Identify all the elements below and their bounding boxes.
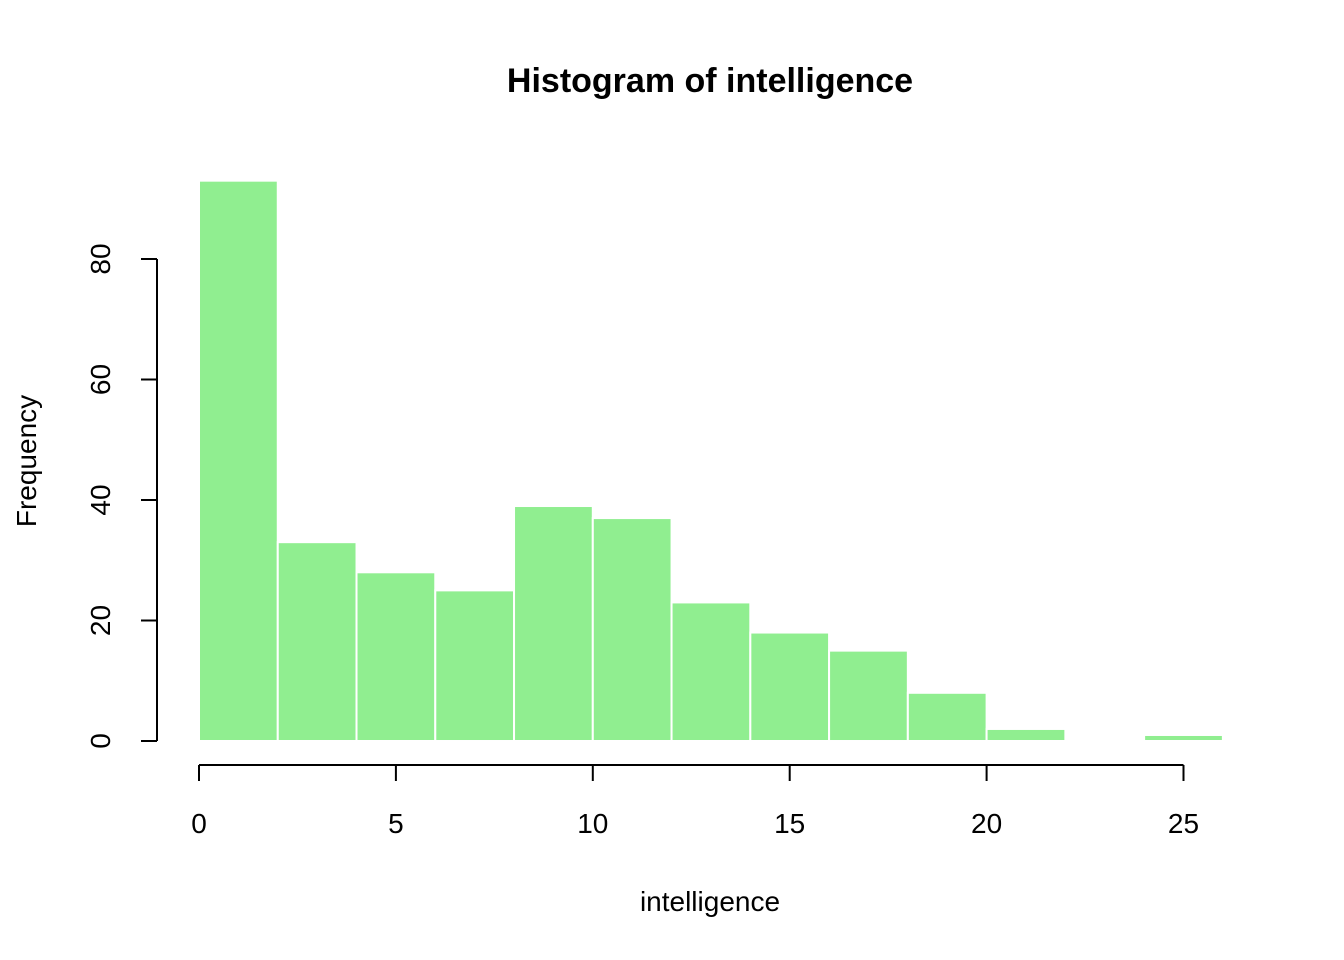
histogram-bar-1 <box>276 541 358 742</box>
histogram-bar-8 <box>828 649 909 743</box>
chart-title: Histogram of intelligence <box>507 62 913 100</box>
x-axis-label: intelligence <box>640 886 780 917</box>
x-axis: 0 5 10 15 20 25 <box>191 764 1199 839</box>
histogram-bar-4 <box>513 505 594 742</box>
histogram-bar-9 <box>906 691 988 742</box>
x-tick-label-4: 20 <box>971 808 1002 839</box>
histogram-bar-0 <box>198 179 279 743</box>
y-tick-label-4: 80 <box>85 243 116 274</box>
histogram-bar-2 <box>355 571 437 742</box>
y-tick-label-0: 0 <box>85 733 116 749</box>
y-tick-label-2: 40 <box>85 484 116 515</box>
histogram-bar-6 <box>670 601 752 742</box>
y-axis-label: Frequency <box>11 395 42 527</box>
histogram-bar-5 <box>591 517 673 743</box>
histogram-bar-3 <box>434 589 516 743</box>
y-axis: 0 20 40 60 80 <box>85 243 158 749</box>
x-tick-label-2: 10 <box>577 808 608 839</box>
x-tick-label-3: 15 <box>774 808 805 839</box>
x-tick-label-5: 25 <box>1168 808 1199 839</box>
histogram-bar-10 <box>985 727 1067 743</box>
y-tick-label-1: 20 <box>85 605 116 636</box>
x-tick-label-1: 5 <box>388 808 404 839</box>
x-tick-label-0: 0 <box>191 808 207 839</box>
histogram-bars <box>198 179 1224 743</box>
y-tick-label-3: 60 <box>85 364 116 395</box>
histogram-bar-7 <box>749 631 831 742</box>
histogram-bar-12 <box>1143 733 1224 742</box>
